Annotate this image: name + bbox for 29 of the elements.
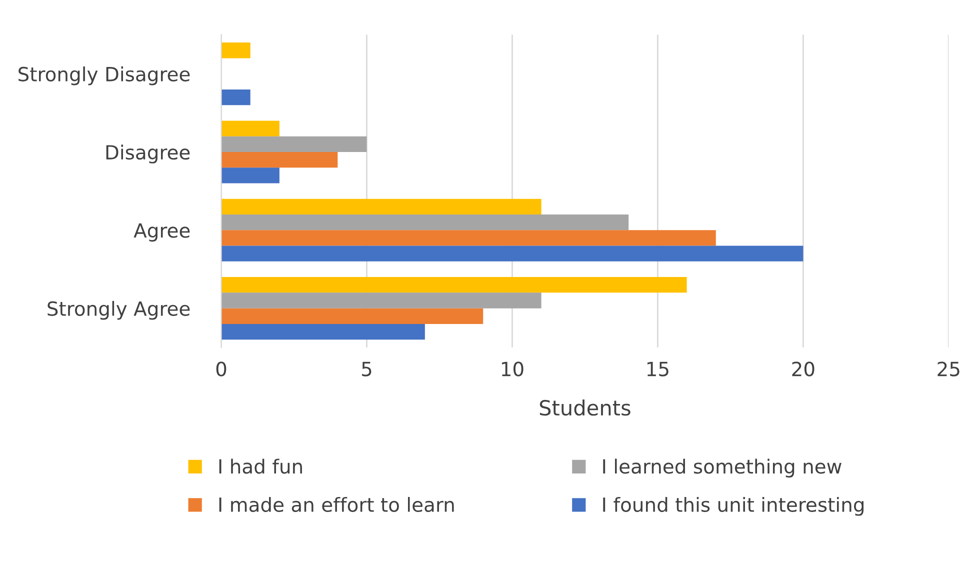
x-tick-label: 10 [502, 362, 524, 376]
x-tick-label: 0 [216, 362, 226, 376]
bar [221, 89, 250, 106]
y-tick-label: Strongly Agree [48, 300, 190, 320]
legend-label: I learned something new [603, 458, 842, 478]
bar [221, 152, 338, 168]
x-tick-label: 15 [647, 362, 668, 376]
bar [221, 277, 687, 293]
x-tick-label: 5 [362, 362, 372, 376]
y-tick-label: Strongly Disagree [18, 66, 190, 86]
x-axis-title: Students [540, 400, 630, 416]
bar [221, 198, 542, 215]
bar [221, 292, 542, 308]
bar [221, 246, 804, 262]
bar [221, 324, 425, 340]
bar [221, 308, 484, 324]
bar [221, 42, 250, 58]
bar [221, 230, 716, 246]
bar [221, 120, 280, 136]
legend-label: I had fun [219, 458, 302, 474]
legend-label: I found this unit interesting [603, 496, 864, 516]
bar [221, 136, 367, 152]
x-tick-label: 25 [938, 362, 960, 376]
x-tick-label: 20 [792, 362, 814, 376]
legend-label: I made an effort to learn [219, 496, 454, 512]
bar [221, 168, 280, 184]
y-tick-label: Disagree [106, 144, 190, 164]
bar [221, 214, 629, 230]
y-tick-label: Agree [134, 223, 190, 242]
